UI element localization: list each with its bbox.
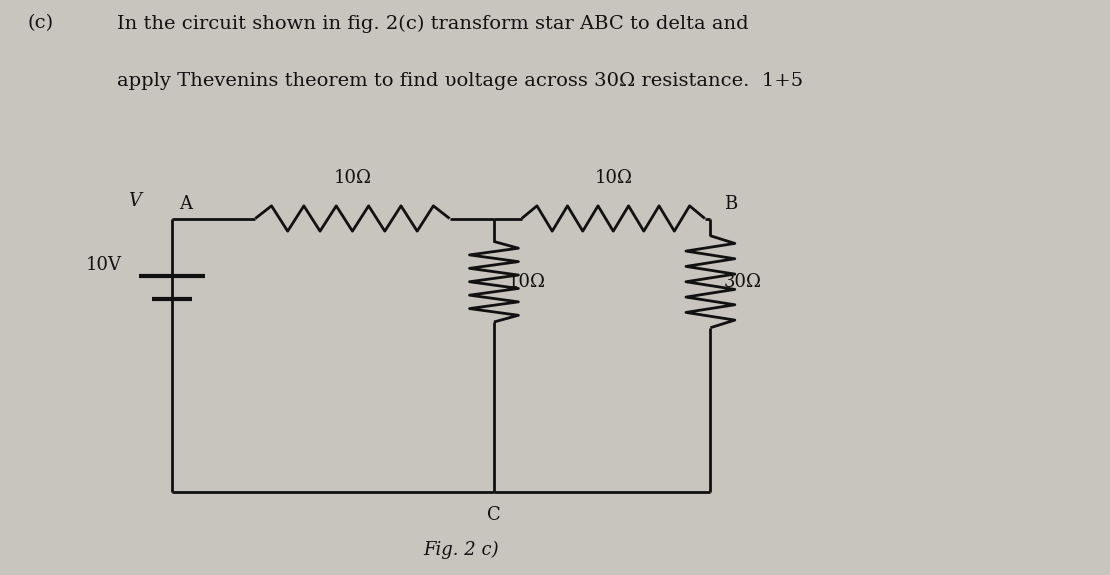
Text: B: B [724,195,737,213]
Text: A: A [179,195,192,213]
Text: C: C [487,506,501,524]
Text: V: V [128,192,141,210]
Text: 10V: 10V [87,255,122,274]
Text: apply Thevenins theorem to find υoltage across 30Ω resistance.  1+5: apply Thevenins theorem to find υoltage … [117,72,803,90]
Text: In the circuit shown in fig. 2(c) transform star ABC to delta and: In the circuit shown in fig. 2(c) transf… [117,14,748,33]
Text: 10Ω: 10Ω [333,169,372,187]
Text: 10Ω: 10Ω [507,273,545,291]
Text: 30Ω: 30Ω [724,273,761,291]
Text: (c): (c) [28,14,54,32]
Text: Fig. 2 c): Fig. 2 c) [423,540,498,559]
Text: 10Ω: 10Ω [594,169,633,187]
